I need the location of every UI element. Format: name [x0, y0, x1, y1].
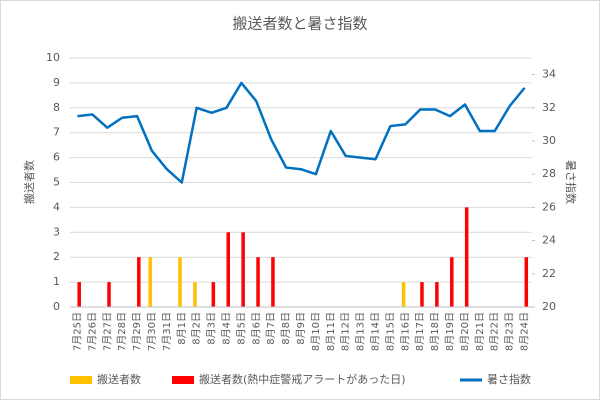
x-tick-label: 8月8日	[280, 312, 292, 345]
x-tick-label: 7月29日	[131, 312, 143, 351]
y-axis-label: 搬送者数	[22, 160, 36, 204]
x-tick-label: 8月9日	[295, 312, 307, 345]
bar	[226, 232, 230, 307]
y2-tick-label: 30	[542, 134, 556, 147]
y2-tick-label: 24	[542, 234, 556, 247]
y-tick-label: 7	[53, 126, 60, 139]
y2-tick-label: 26	[542, 200, 556, 213]
legend-label: 搬送者数(熱中症警戒アラートがあった日)	[199, 372, 406, 386]
x-tick-label: 8月18日	[429, 312, 441, 351]
y2-axis-label: 暑さ指数	[564, 160, 578, 204]
x-tick-label: 8月24日	[519, 312, 531, 351]
x-tick-label: 8月15日	[384, 312, 396, 351]
bar	[193, 282, 197, 307]
bar	[256, 257, 260, 307]
line	[77, 81, 526, 184]
x-tick-label: 8月3日	[206, 312, 218, 345]
bar	[524, 257, 529, 307]
x-tick-label: 8月20日	[459, 312, 471, 351]
bar	[271, 257, 275, 307]
x-tick-label: 8月12日	[340, 312, 352, 351]
x-tick-label: 8月7日	[265, 312, 277, 345]
bar	[148, 257, 152, 307]
x-tick-label: 7月30日	[146, 312, 158, 351]
bar	[420, 282, 424, 307]
bar	[137, 257, 141, 307]
y-tick-label: 5	[53, 176, 60, 189]
x-tick-label: 7月31日	[161, 312, 173, 351]
x-tick-label: 8月19日	[444, 312, 456, 351]
x-tick-label: 8月1日	[176, 312, 188, 345]
y-tick-label: 0	[53, 300, 60, 313]
legend-swatch	[70, 376, 92, 384]
y2-tick-label: 32	[542, 101, 556, 114]
x-tick-label: 8月14日	[370, 312, 382, 351]
x-tick-label: 8月17日	[414, 312, 426, 351]
bar	[178, 257, 182, 307]
y-tick-label: 10	[46, 51, 60, 64]
y2-tick-label: 22	[542, 267, 556, 280]
y-tick-label: 8	[53, 101, 60, 114]
x-tick-label: 8月6日	[250, 312, 262, 345]
y2-tick-label: 28	[542, 167, 556, 180]
legend-label: 暑さ指数	[487, 372, 531, 386]
x-tick-label: 8月16日	[399, 312, 411, 351]
x-tick-label: 7月25日	[71, 312, 83, 351]
y-tick-label: 3	[53, 225, 60, 238]
bar	[211, 282, 216, 307]
bar	[464, 207, 469, 307]
x-tick-label: 7月28日	[116, 312, 128, 351]
y-tick-label: 1	[53, 275, 60, 288]
x-tick-label: 8月21日	[474, 312, 486, 351]
bar	[241, 232, 245, 307]
x-tick-label: 7月27日	[101, 312, 113, 351]
x-tick-label: 8月13日	[355, 312, 367, 351]
y2-tick-label: 20	[542, 300, 556, 313]
x-tick-label: 8月23日	[504, 312, 516, 351]
x-tick-label: 7月26日	[86, 312, 98, 351]
x-tick-label: 8月4日	[220, 312, 232, 345]
bar	[107, 282, 111, 307]
bar	[450, 257, 454, 307]
y-tick-label: 6	[53, 151, 60, 164]
y2-tick-label: 34	[542, 68, 556, 81]
bar	[401, 282, 406, 307]
bar	[435, 282, 439, 307]
bar	[77, 282, 81, 307]
y-tick-label: 9	[53, 76, 60, 89]
x-tick-label: 8月2日	[191, 312, 203, 345]
x-tick-label: 8月11日	[325, 312, 337, 351]
chart-title: 搬送者数と暑さ指数	[232, 15, 367, 33]
y-tick-label: 2	[53, 250, 60, 263]
y-tick-label: 4	[53, 200, 60, 213]
x-tick-label: 8月10日	[310, 312, 322, 351]
legend-label: 搬送者数	[97, 372, 141, 386]
legend-swatch	[172, 376, 194, 384]
x-tick-label: 8月5日	[235, 312, 247, 345]
x-tick-label: 8月22日	[489, 312, 501, 351]
